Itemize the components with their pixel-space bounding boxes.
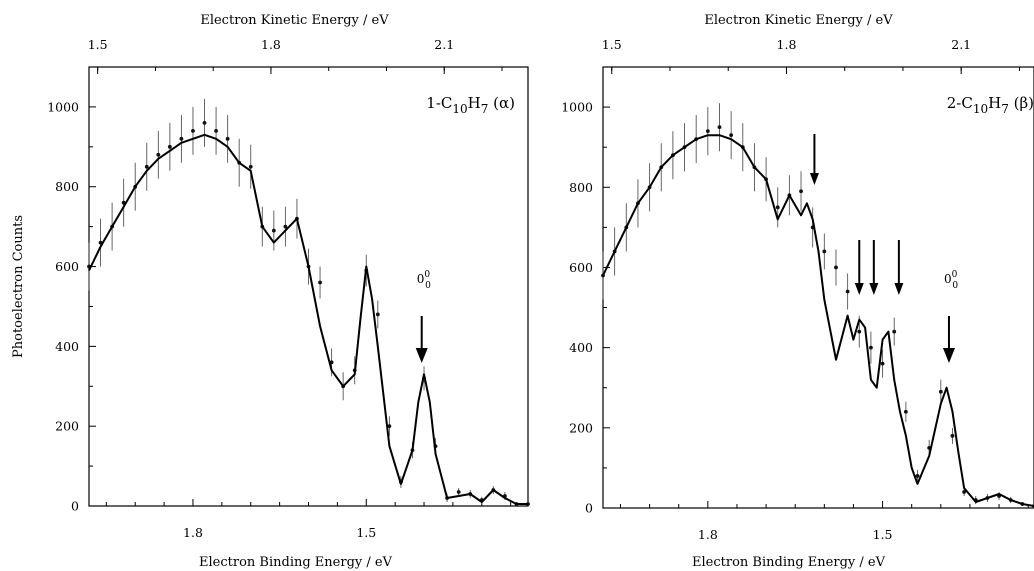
x-top-tick-label: 1.5 xyxy=(602,37,622,52)
x-top-tick-label: 2.1 xyxy=(434,37,454,52)
panel-label-part: H xyxy=(468,94,481,112)
x-top-axis-title: Electron Kinetic Energy / eV xyxy=(704,13,893,28)
x-top-axis-title: Electron Kinetic Energy / eV xyxy=(200,13,389,28)
x-bottom-tick-label: 1.5 xyxy=(356,525,376,540)
y-tick-label: 0 xyxy=(71,499,79,514)
panel-1: 020040060080010001.81.51.51.82.1Electron… xyxy=(11,13,530,570)
x-bottom-tick-label: 1.5 xyxy=(873,527,893,542)
x-bottom-tick-label: 1.8 xyxy=(698,527,718,542)
y-tick-label: 400 xyxy=(569,340,593,355)
peak-label-base: 0 xyxy=(417,272,425,286)
y-tick-label: 400 xyxy=(55,339,79,354)
feature-arrow-head xyxy=(855,283,864,295)
panel-label: 2-C10H7 (β) xyxy=(947,94,1034,116)
data-point xyxy=(881,362,885,366)
y-tick-label: 200 xyxy=(55,419,79,434)
feature-arrow-head xyxy=(894,283,903,295)
data-point xyxy=(226,137,230,141)
fit-line xyxy=(603,135,1034,506)
data-point xyxy=(214,129,218,133)
feature-arrow-head xyxy=(810,173,819,185)
peak-label: 000 xyxy=(417,270,431,291)
data-point xyxy=(834,266,838,270)
panel-label: 1-C10H7 (α) xyxy=(426,94,515,116)
data-point xyxy=(951,434,955,438)
x-top-tick-label: 1.8 xyxy=(261,37,281,52)
x-top-tick-label: 2.1 xyxy=(951,37,971,52)
y-tick-label: 1000 xyxy=(561,100,593,115)
peak-label: 000 xyxy=(944,270,958,291)
data-point xyxy=(156,153,160,157)
data-point xyxy=(272,229,276,233)
y-tick-label: 600 xyxy=(55,259,79,274)
panel-label-subscript: 10 xyxy=(452,102,467,116)
x-top-tick-label: 1.5 xyxy=(88,37,108,52)
peak-label-superscript: 0 xyxy=(952,270,958,280)
peak-arrow-head xyxy=(943,348,955,363)
data-point xyxy=(857,330,861,334)
data-point xyxy=(846,290,850,294)
panel-label-part: 1-C xyxy=(426,94,452,112)
data-point xyxy=(706,129,710,133)
data-point xyxy=(799,189,803,193)
data-point xyxy=(203,121,207,125)
data-point xyxy=(916,474,920,478)
data-point xyxy=(904,410,908,414)
y-tick-label: 1000 xyxy=(47,99,79,114)
peak-label-subscript: 0 xyxy=(425,281,431,291)
x-bottom-tick-label: 1.8 xyxy=(183,525,203,540)
panel-label-subscript: 7 xyxy=(481,102,489,116)
y-axis-title: Photoelectron Counts xyxy=(11,215,26,358)
fit-line xyxy=(89,135,528,504)
panel-label-part: H xyxy=(988,94,1001,112)
panel-label-part: 2-C xyxy=(947,94,973,112)
data-point xyxy=(318,281,322,285)
panel-label-part: (α) xyxy=(488,94,515,112)
peak-label-subscript: 0 xyxy=(952,281,958,291)
y-tick-label: 600 xyxy=(569,260,593,275)
x-top-tick-label: 1.8 xyxy=(777,37,797,52)
data-point xyxy=(457,490,461,494)
data-point xyxy=(718,125,722,129)
data-point xyxy=(939,390,943,394)
data-point xyxy=(376,313,380,317)
data-point xyxy=(249,165,253,169)
y-tick-label: 200 xyxy=(569,420,593,435)
panel-label-part: (β) xyxy=(1009,94,1034,112)
data-point xyxy=(168,145,172,149)
plot-frame xyxy=(89,67,528,506)
data-point xyxy=(822,250,826,254)
x-bottom-axis-title: Electron Binding Energy / eV xyxy=(692,555,886,570)
panel-label-subscript: 7 xyxy=(1001,102,1009,116)
panel-2: 020040060080010001.81.51.51.82.1Electron… xyxy=(561,13,1034,570)
y-tick-label: 0 xyxy=(585,501,593,516)
data-point xyxy=(869,346,873,350)
data-point xyxy=(892,330,896,334)
feature-arrow-head xyxy=(869,283,878,295)
plot-frame xyxy=(603,67,1034,508)
data-point xyxy=(776,205,780,209)
x-bottom-axis-title: Electron Binding Energy / eV xyxy=(199,555,393,570)
y-tick-label: 800 xyxy=(55,179,79,194)
peak-arrow-head xyxy=(416,348,428,363)
data-point xyxy=(180,137,184,141)
peak-label-base: 0 xyxy=(944,272,952,286)
peak-label-superscript: 0 xyxy=(424,270,430,280)
panel-label-subscript: 10 xyxy=(973,102,988,116)
data-point xyxy=(191,129,195,133)
y-tick-label: 800 xyxy=(569,180,593,195)
data-point xyxy=(729,133,733,137)
